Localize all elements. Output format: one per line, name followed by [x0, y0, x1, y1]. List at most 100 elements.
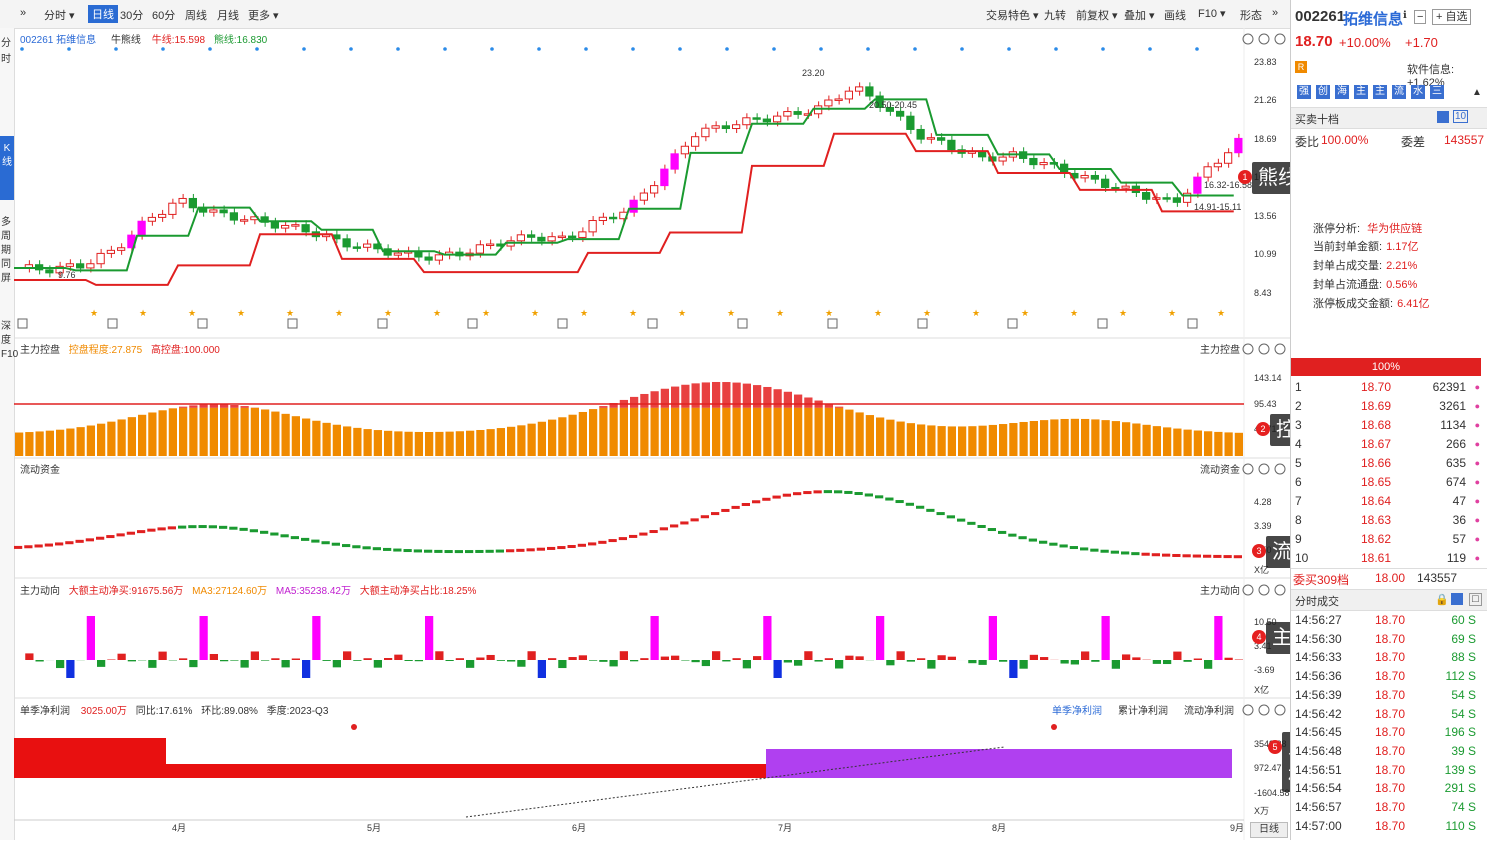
- toolbar-right-item[interactable]: 叠加 ▾: [1124, 7, 1155, 23]
- toolbar-item[interactable]: 周线: [185, 7, 207, 23]
- bid-level: 2: [1295, 399, 1302, 413]
- flow-bar: [671, 656, 679, 660]
- profit-trend-line: [466, 747, 1004, 817]
- flow-dash: [650, 530, 658, 533]
- trade-volume: 39 S: [1451, 744, 1476, 758]
- flow-bar: [1194, 659, 1202, 660]
- panel4-label-ma3: MA3:27124.60万: [192, 586, 267, 597]
- candle-body: [897, 111, 904, 116]
- candle-body: [774, 116, 781, 122]
- ten-level-button[interactable]: 10: [1453, 110, 1468, 123]
- toolbar-right-item[interactable]: F10 ▾: [1198, 7, 1226, 20]
- control-bar-high: [220, 404, 228, 408]
- period-tab-daily[interactable]: 日线: [1250, 822, 1288, 838]
- control-bar: [722, 408, 730, 456]
- flow-bar: [446, 660, 454, 661]
- add-watchlist-button[interactable]: + 自选: [1432, 9, 1471, 25]
- grid-icon[interactable]: [1451, 593, 1463, 605]
- panel3-right-title[interactable]: 流动资金: [1200, 461, 1240, 476]
- flow-dash: [998, 531, 1006, 534]
- flow-bar: [528, 651, 536, 660]
- profit-bar-q1: [14, 738, 166, 778]
- control-bar: [733, 408, 741, 456]
- control-bar-high: [804, 397, 812, 407]
- candle-body: [220, 210, 227, 213]
- view-tab-kline[interactable]: K线: [0, 136, 14, 200]
- quick-tag[interactable]: 海: [1335, 85, 1349, 99]
- toolbar-right-item[interactable]: 画线: [1164, 7, 1186, 23]
- quick-tag[interactable]: 强: [1297, 85, 1311, 99]
- flow-bar: [1184, 660, 1192, 662]
- control-bar: [210, 408, 218, 456]
- chart-canvas[interactable]: 23.8321.2618.6916.1213.5610.998.43143.14…: [14, 28, 1290, 840]
- quick-tag[interactable]: 水: [1411, 85, 1425, 99]
- quick-tag[interactable]: 主: [1373, 85, 1387, 99]
- callout-number-badge: 4: [1252, 630, 1266, 644]
- flow-bar: [200, 616, 208, 660]
- toolbar-right-item[interactable]: 交易特色 ▾: [986, 7, 1039, 23]
- toolbar-item[interactable]: 30分: [120, 7, 143, 23]
- flow-dash: [588, 542, 596, 545]
- quick-tag[interactable]: 三: [1430, 85, 1444, 99]
- view-tab-fenshi[interactable]: 分时: [1, 36, 13, 68]
- control-bar: [107, 422, 115, 456]
- info-icon[interactable]: ℹ: [1403, 10, 1407, 21]
- control-bar: [261, 409, 269, 456]
- tab-flow-profit[interactable]: 流动净利润: [1184, 702, 1234, 717]
- lock-icon[interactable]: 🔒: [1435, 593, 1449, 606]
- tab-quarter-profit[interactable]: 单季净利润: [1052, 702, 1102, 717]
- control-bar: [384, 431, 392, 456]
- toolbar-item[interactable]: 日线: [88, 5, 118, 23]
- bid-volume: 3261: [1439, 399, 1466, 413]
- toolbar-item[interactable]: 月线: [217, 7, 239, 23]
- candle-body: [681, 146, 688, 154]
- quick-tag[interactable]: 创: [1316, 85, 1330, 99]
- control-bar: [579, 412, 587, 456]
- stock-change: +1.70: [1405, 35, 1438, 50]
- toolbar-right-item[interactable]: 九转: [1044, 7, 1066, 23]
- expand-icon[interactable]: □: [1469, 593, 1482, 606]
- star-icon: ★: [237, 308, 245, 318]
- bid-level: 4: [1295, 437, 1302, 451]
- view-tab-f10[interactable]: 深度F10: [1, 320, 13, 362]
- toolbar-item[interactable]: 分时 ▾: [44, 7, 75, 23]
- quick-tag[interactable]: 主: [1354, 85, 1368, 99]
- flow-bar: [938, 655, 946, 660]
- flow-dash: [926, 509, 934, 512]
- view-tab-multi-period[interactable]: 多周期同屏: [1, 216, 13, 286]
- flow-dash: [486, 550, 494, 553]
- minus-icon[interactable]: −: [1414, 10, 1426, 24]
- stock-price: 18.70: [1295, 33, 1333, 50]
- tab-cumulative-profit[interactable]: 累计净利润: [1118, 702, 1168, 717]
- trade-time: 14:56:30: [1295, 632, 1342, 646]
- indicator-name[interactable]: 牛熊线: [111, 35, 141, 46]
- panel4-right-title[interactable]: 主力动向: [1200, 582, 1240, 597]
- control-bar: [507, 427, 515, 456]
- toolbar-item[interactable]: 60分: [152, 7, 175, 23]
- price-tick-label: 13.56: [1254, 211, 1277, 221]
- toolbar-right-item[interactable]: »: [1272, 7, 1278, 19]
- collapse-icon[interactable]: ▲: [1472, 87, 1482, 98]
- flow-dash: [906, 503, 914, 506]
- toolbar-item[interactable]: 更多 ▾: [248, 7, 279, 23]
- quick-tag[interactable]: 流: [1392, 85, 1406, 99]
- toolbar-right-item[interactable]: 形态: [1240, 7, 1262, 23]
- toolbar-right-item[interactable]: 前复权 ▾: [1076, 7, 1118, 23]
- five-level-toggle-icon[interactable]: [1437, 111, 1449, 123]
- month-tick-label: 9月: [1230, 823, 1244, 833]
- panel2-right-title[interactable]: 主力控盘: [1200, 341, 1240, 356]
- flow-dash: [322, 541, 330, 544]
- toolbar-item[interactable]: »: [20, 7, 26, 19]
